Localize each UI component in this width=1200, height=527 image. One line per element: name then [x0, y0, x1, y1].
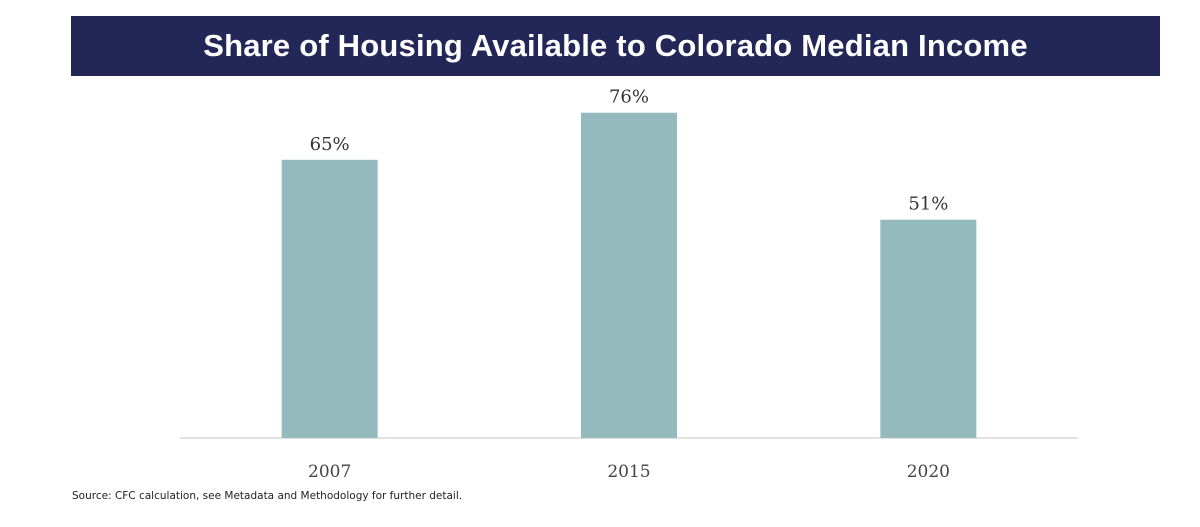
- bar-2015: [581, 112, 677, 438]
- data-label-2020: 51%: [908, 194, 948, 215]
- bar-2007: [281, 159, 378, 439]
- chart-title: Share of Housing Available to Colorado M…: [203, 28, 1028, 63]
- x-tick-label-2020: 2020: [907, 462, 950, 482]
- data-labels-group: 65% 76% 51%: [310, 87, 949, 215]
- x-tick-labels-group: 2007 2015 2020: [308, 462, 950, 482]
- x-tick-label-2007: 2007: [308, 462, 351, 482]
- chart-title-banner: Share of Housing Available to Colorado M…: [71, 16, 1160, 76]
- x-tick-label-2015: 2015: [607, 462, 650, 482]
- bars-group: [281, 112, 977, 439]
- data-label-2015: 76%: [609, 87, 649, 108]
- bar-2020: [880, 219, 977, 438]
- source-note: Source: CFC calculation, see Metadata an…: [72, 490, 463, 502]
- data-label-2007: 65%: [310, 134, 350, 155]
